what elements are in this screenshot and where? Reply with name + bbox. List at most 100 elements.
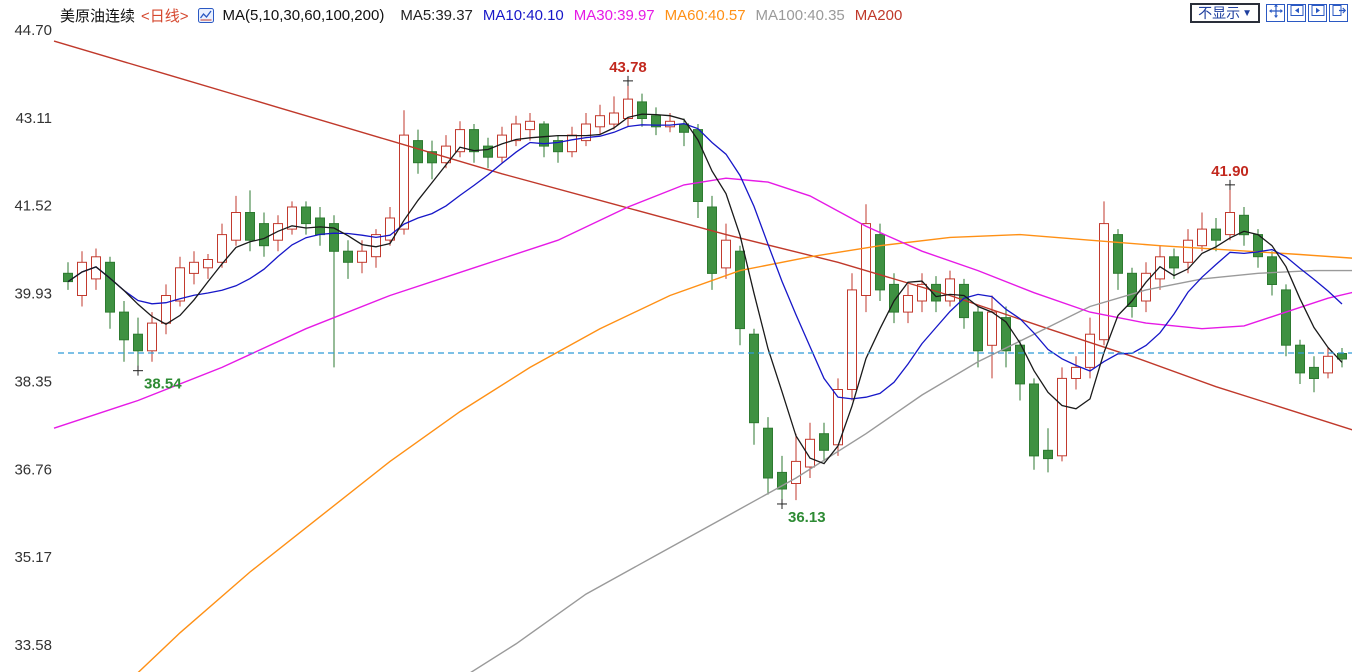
jump-latest-button[interactable] [1329, 4, 1348, 22]
candle [889, 273, 899, 324]
candle [1085, 317, 1095, 379]
candle [1239, 207, 1249, 246]
candle [1155, 245, 1165, 290]
y-axis-label: 36.76 [14, 461, 52, 478]
next-page-button[interactable] [1308, 4, 1327, 22]
pan-icon [1268, 3, 1283, 23]
candle [973, 306, 983, 368]
candle [917, 273, 927, 313]
ma-legend-item: MA60:40.57 [664, 7, 746, 24]
ma10-line [67, 123, 1343, 400]
candle [651, 107, 661, 136]
candle [707, 195, 717, 290]
jump-latest-icon [1332, 4, 1346, 22]
candle [903, 284, 913, 324]
ma-legend-item: MA10:40.10 [482, 7, 564, 24]
y-axis-label: 43.11 [16, 110, 52, 127]
candle [1337, 348, 1347, 368]
candle [287, 201, 297, 235]
candle [1001, 306, 1011, 368]
instrument-name[interactable]: 美原油连续 [60, 8, 136, 25]
candle [595, 104, 605, 136]
price-annotation: 41.90 [1211, 163, 1249, 190]
display-mode-dropdown[interactable]: 不显示 ▼ [1190, 3, 1260, 23]
candle [301, 201, 311, 235]
candle [1127, 267, 1137, 318]
candle [1099, 201, 1109, 346]
period-label[interactable]: <日线> [141, 8, 189, 25]
pan-button[interactable] [1266, 3, 1285, 23]
ma-legend-item: MA30:39.97 [573, 7, 655, 24]
display-mode-label: 不显示 [1198, 4, 1241, 21]
candle [357, 240, 367, 274]
candle [1225, 184, 1235, 241]
ma200-line [53, 40, 1352, 431]
svg-text:41.90: 41.90 [1211, 163, 1249, 180]
candle [959, 278, 969, 329]
candle [119, 301, 129, 362]
ma-legend-item: MA100:40.35 [755, 7, 845, 24]
chart-nav-buttons [1266, 3, 1348, 23]
price-annotation: 36.13 [777, 498, 826, 526]
candle [609, 96, 619, 130]
candle [1113, 229, 1123, 290]
chart-header: 美原油连续 <日线> MA(5,10,30,60,100,200) MA5:39… [60, 5, 902, 26]
ma60-line [137, 233, 1352, 672]
candle [1295, 339, 1305, 384]
candle [133, 317, 143, 371]
candle [399, 110, 409, 235]
candle [1029, 378, 1039, 470]
prev-page-button[interactable] [1287, 4, 1306, 22]
candle [469, 124, 479, 163]
prev-page-icon [1290, 4, 1304, 22]
candle [581, 113, 591, 147]
candle [217, 223, 227, 268]
caret-down-icon: ▼ [1242, 7, 1252, 19]
ma-legend: MA5:39.37 MA10:40.10 MA30:39.97 MA60:40.57 M… [390, 7, 902, 24]
candle [231, 195, 241, 246]
candle [441, 135, 451, 169]
candle [679, 118, 689, 147]
y-axis-label: 44.70 [14, 22, 52, 39]
candle [875, 223, 885, 301]
candle [105, 256, 115, 329]
indicator-name: MA(5,10,30,60,100,200) [222, 7, 385, 24]
indicator-icon[interactable] [197, 8, 214, 23]
candle [1211, 218, 1221, 252]
candle [427, 140, 437, 180]
y-axis-label: 38.35 [14, 373, 52, 390]
price-annotation: 43.78 [609, 59, 647, 86]
candle [693, 124, 703, 218]
y-axis-label: 39.93 [14, 286, 52, 303]
candle [245, 190, 255, 252]
candle [77, 251, 87, 307]
candle [1197, 212, 1207, 252]
ma100-line [470, 269, 1352, 672]
svg-text:36.13: 36.13 [788, 509, 826, 526]
svg-text:38.54: 38.54 [144, 376, 182, 393]
candle [1057, 367, 1067, 462]
ma30-line [53, 177, 1352, 429]
candle [413, 129, 423, 174]
y-axis-label: 35.17 [14, 549, 52, 566]
candle [777, 455, 787, 504]
candle [147, 312, 157, 362]
candle [189, 251, 199, 285]
y-axis-label: 41.52 [14, 198, 52, 215]
candle [637, 93, 647, 127]
candle [329, 215, 339, 368]
candle [63, 262, 73, 290]
candle [819, 422, 829, 462]
candle [511, 115, 521, 147]
candle [861, 204, 871, 313]
chart-controls: 不显示 ▼ [1190, 3, 1348, 23]
svg-text:43.78: 43.78 [609, 59, 647, 76]
candle [931, 276, 941, 313]
candle [539, 121, 549, 158]
candle [721, 223, 731, 279]
candle [385, 207, 395, 246]
candle [525, 113, 535, 141]
y-axis-label: 33.58 [14, 637, 52, 654]
candle [343, 240, 353, 279]
